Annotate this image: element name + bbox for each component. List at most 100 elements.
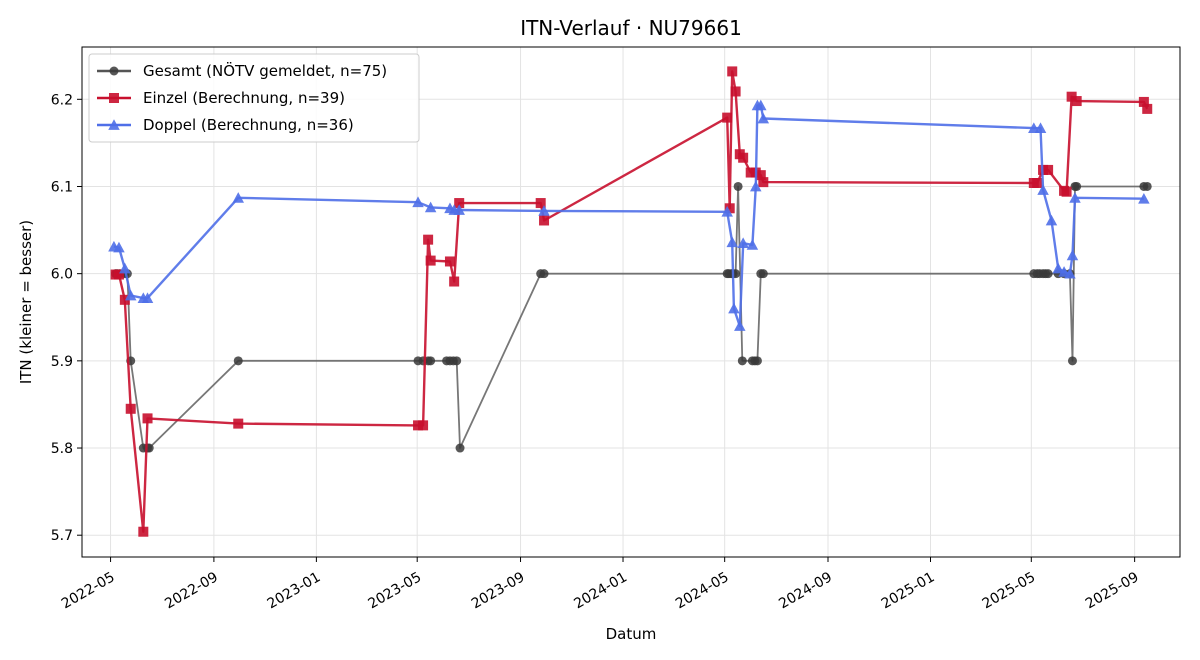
legend-label: Einzel (Berechnung, n=39) [143, 89, 345, 107]
y-tick-label: 5.9 [51, 354, 73, 370]
data-point [142, 413, 153, 424]
data-point [724, 203, 735, 214]
legend-marker [108, 119, 120, 130]
x-tick-label: 2023-01 [265, 569, 324, 612]
data-point [737, 356, 747, 366]
data-point [755, 99, 767, 111]
series-triangle [108, 99, 1150, 331]
data-point [1043, 269, 1053, 279]
data-point [733, 181, 743, 191]
legend-marker [109, 66, 119, 76]
x-tick-label: 2023-09 [469, 569, 528, 612]
data-point [745, 167, 756, 178]
data-point [138, 526, 149, 537]
data-point [452, 356, 462, 366]
data-point [119, 262, 131, 274]
series-square [110, 66, 1153, 537]
data-point [1069, 192, 1081, 203]
data-point [755, 170, 766, 181]
legend-label: Doppel (Berechnung, n=36) [143, 116, 354, 134]
chart-title: ITN-Verlauf · NU79661 [520, 16, 742, 40]
data-point [539, 215, 550, 226]
data-point [758, 269, 768, 279]
x-tick-label: 2025-09 [1083, 569, 1142, 612]
data-point [1071, 96, 1082, 107]
data-point [538, 205, 550, 216]
legend-marker [109, 93, 119, 103]
legend-box [88, 53, 420, 143]
series-line [115, 185, 1148, 449]
data-point [1138, 96, 1149, 107]
data-point [233, 356, 243, 366]
x-tick-label: 2022-09 [162, 569, 221, 612]
data-point [412, 196, 424, 208]
data-point [726, 236, 738, 248]
data-point [757, 112, 770, 124]
y-tick-label: 6.2 [51, 92, 73, 108]
data-point [233, 418, 244, 429]
series-layer [108, 66, 1153, 537]
data-point [424, 201, 437, 213]
data-point [413, 420, 424, 431]
data-point [1061, 186, 1072, 197]
y-tick-label: 6.0 [51, 267, 73, 283]
x-tick-label: 2022-05 [59, 569, 118, 612]
data-point [1032, 178, 1043, 188]
data-point [125, 403, 136, 414]
data-point [425, 255, 436, 266]
data-point [1072, 181, 1082, 191]
data-point [113, 269, 124, 280]
y-tick-label: 5.8 [51, 441, 73, 457]
grid [82, 47, 1180, 557]
data-point [1037, 184, 1049, 195]
x-tick-label: 2025-05 [980, 569, 1039, 612]
data-point [734, 320, 746, 331]
data-point [426, 356, 436, 366]
data-point [1043, 164, 1054, 175]
data-point [727, 66, 738, 77]
x-tick-label: 2024-09 [776, 569, 835, 612]
y-tick-label: 5.7 [51, 528, 73, 544]
legend-label: Gesamt (NÖTV gemeldet, n=75) [143, 61, 387, 80]
legend-item: Gesamt (NÖTV gemeldet, n=75) [97, 61, 387, 80]
data-point [1052, 262, 1064, 274]
data-point [453, 204, 465, 215]
data-point [539, 269, 549, 279]
data-point [730, 86, 741, 97]
data-point [728, 302, 740, 314]
data-point [1067, 356, 1077, 366]
series-circle [111, 181, 1152, 453]
data-point [1142, 103, 1153, 114]
data-point [113, 241, 125, 253]
legend-item: Doppel (Berechnung, n=36) [97, 116, 354, 134]
data-point [722, 112, 733, 123]
data-point [721, 206, 733, 217]
data-point [737, 237, 749, 249]
legend: Gesamt (NÖTV gemeldet, n=75) Einzel (Bere… [88, 53, 420, 143]
data-point [119, 294, 130, 305]
data-point [124, 289, 137, 301]
x-tick-label: 2024-05 [673, 569, 732, 612]
data-point [1064, 267, 1076, 279]
data-point [141, 292, 154, 303]
data-point [758, 177, 769, 188]
y-axis-title: ITN (kleiner = besser) [17, 220, 35, 384]
plot-frame [81, 46, 1181, 558]
data-point [1045, 214, 1058, 226]
data-point [752, 356, 762, 366]
data-point [455, 443, 465, 453]
data-point [1066, 91, 1077, 102]
data-point [535, 198, 546, 209]
data-point [454, 198, 465, 209]
data-point [444, 256, 455, 267]
x-tick-label: 2023-05 [366, 569, 425, 612]
y-tick-label: 6.1 [51, 179, 73, 195]
x-tick-label: 2024-01 [571, 569, 630, 612]
data-point [449, 276, 460, 287]
data-point [1142, 181, 1152, 191]
data-point [1138, 192, 1150, 204]
data-point [750, 180, 762, 192]
x-tick-label: 2025-01 [879, 569, 938, 612]
data-point [423, 234, 434, 245]
